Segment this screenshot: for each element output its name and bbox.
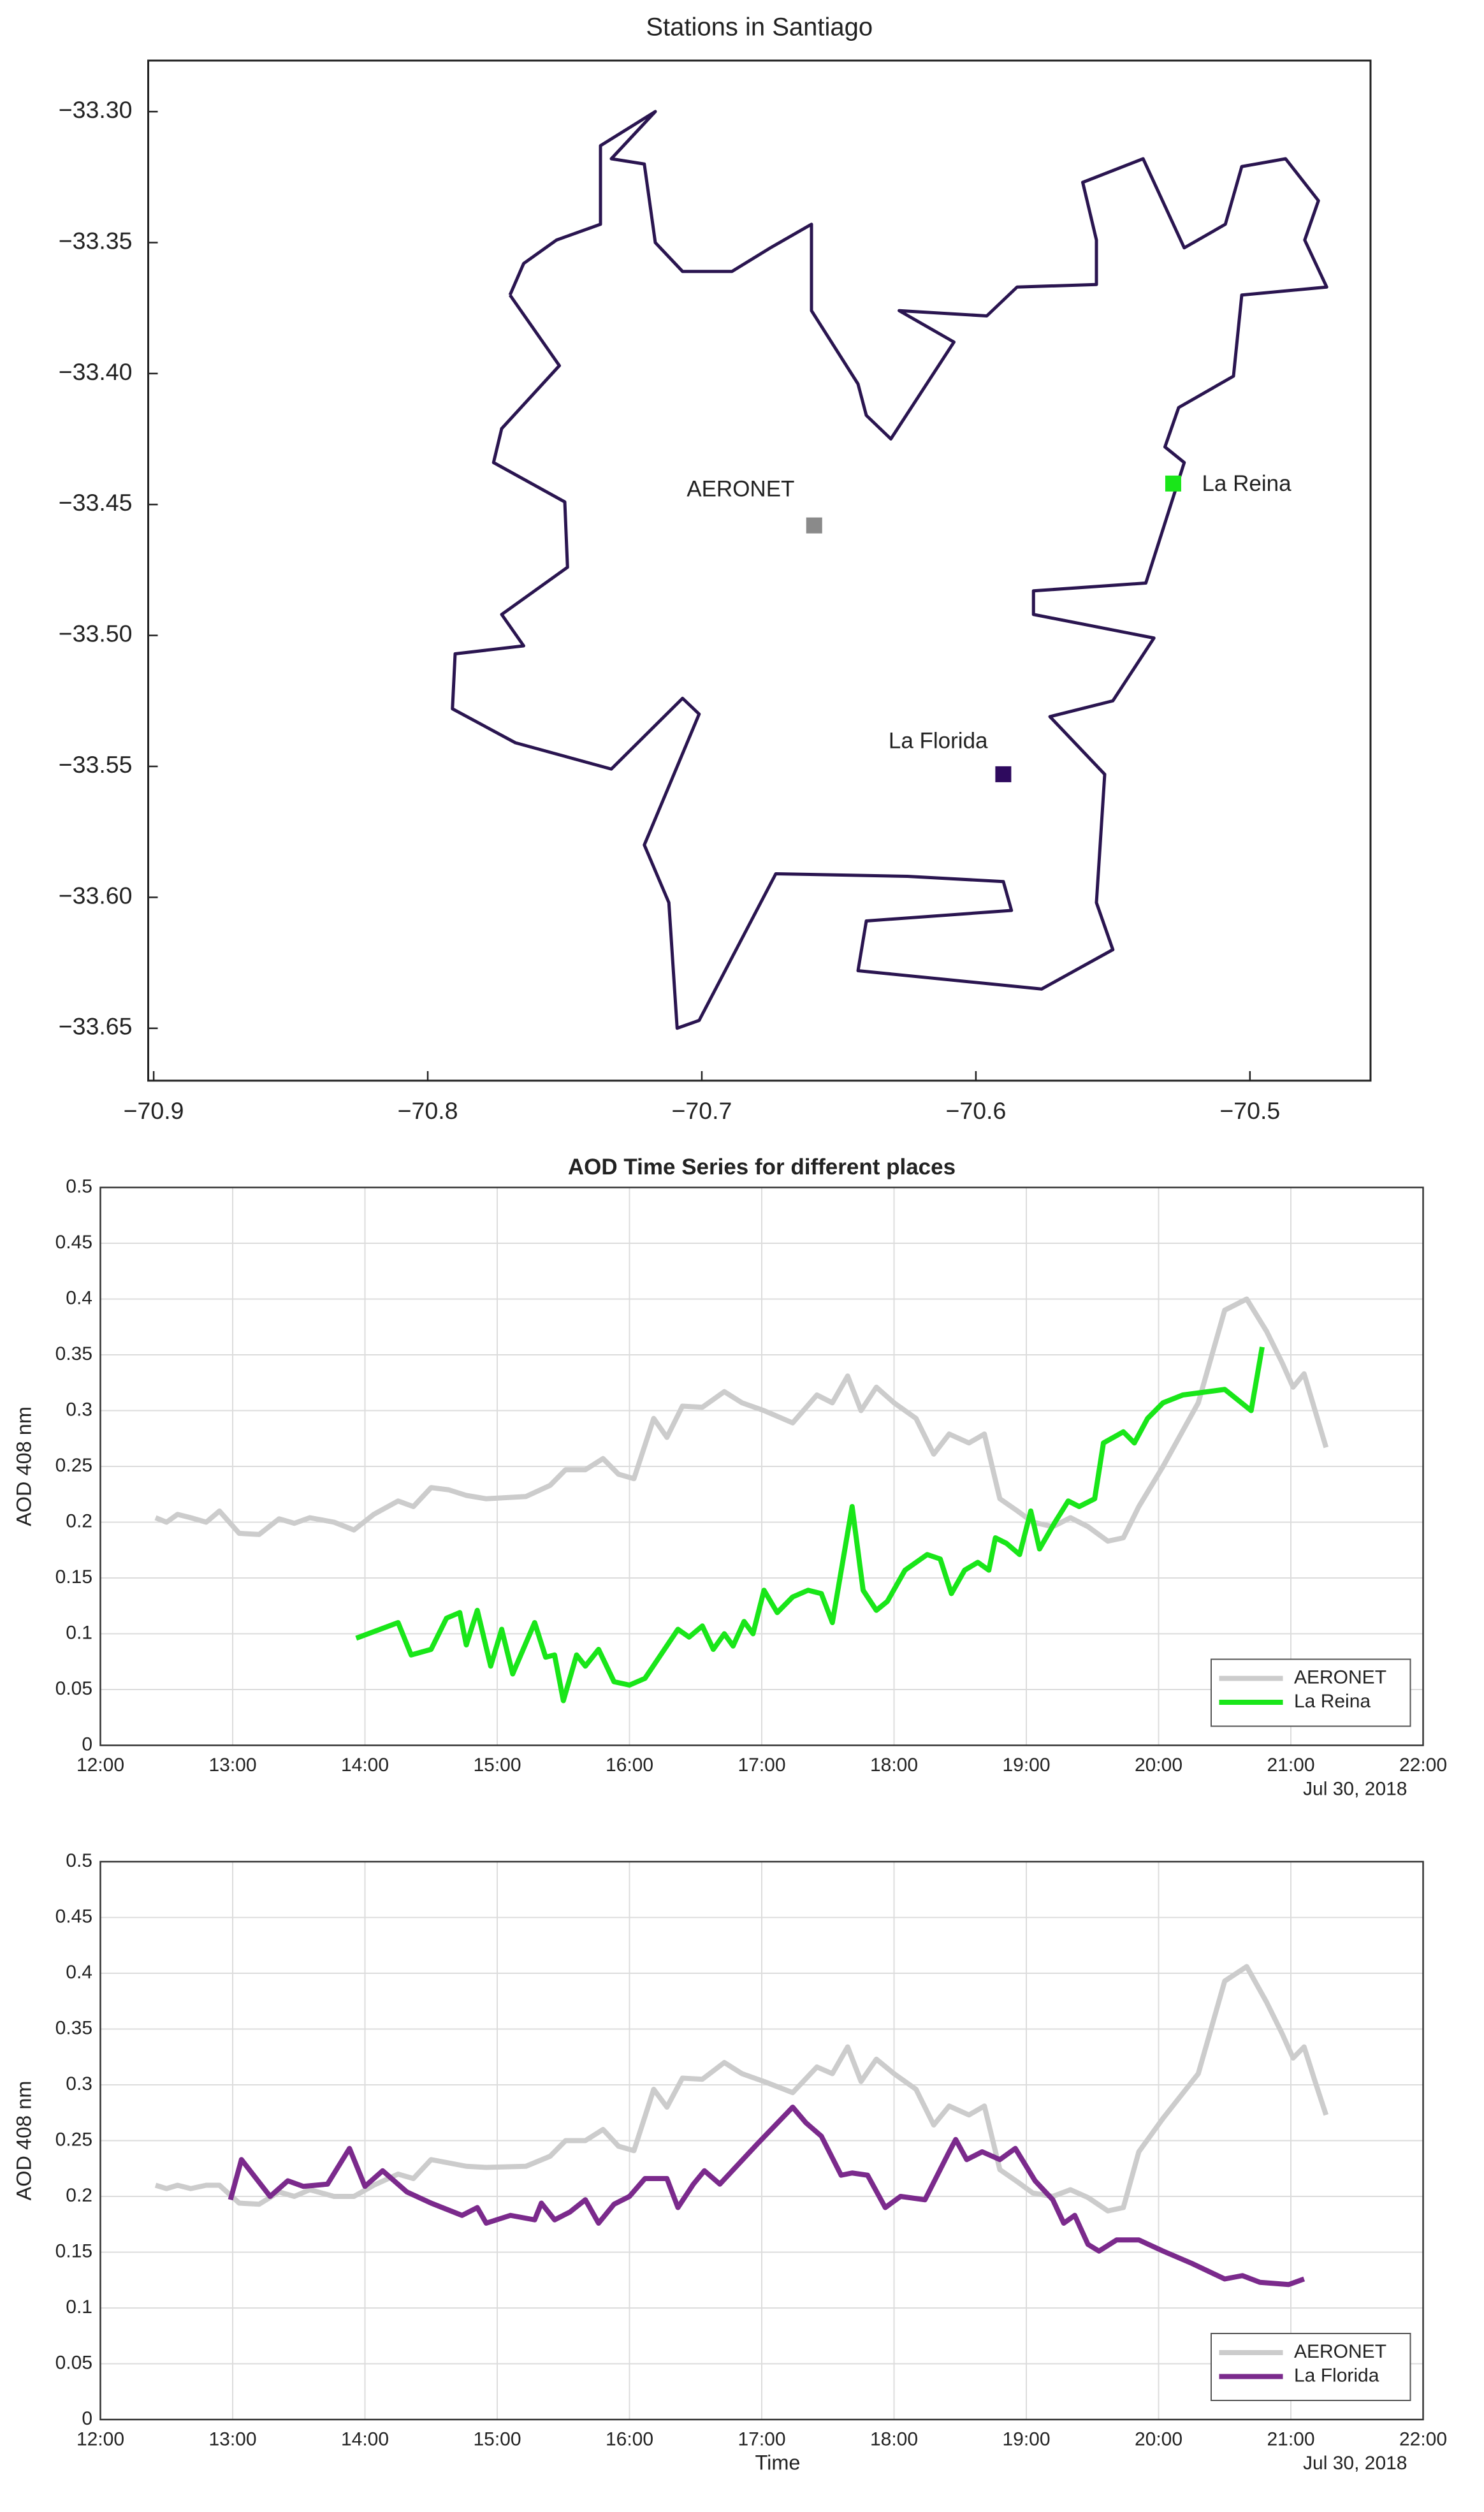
y-tick-label: 0.2 — [66, 2185, 92, 2206]
y-tick-label: 0.15 — [55, 1566, 92, 1588]
x-tick-label: 20:00 — [1135, 2428, 1182, 2450]
y-tick-label: 0 — [82, 2408, 92, 2429]
x-tick-label: 18:00 — [870, 2428, 918, 2450]
x-tick-label: 12:00 — [76, 1755, 124, 1776]
x-tick-label: −70.9 — [124, 1097, 184, 1124]
x-tick-label: −70.5 — [1219, 1097, 1280, 1124]
y-tick-label: 0.3 — [66, 2073, 92, 2094]
date-label: Jul 30, 2018 — [1303, 2453, 1407, 2474]
y-tick-label: 0.25 — [55, 1455, 92, 1476]
station-label: La Florida — [889, 729, 988, 754]
y-tick-label: 0.5 — [66, 1850, 92, 1871]
x-tick-label: 14:00 — [341, 2428, 389, 2450]
y-tick-label: 0.35 — [55, 2017, 92, 2038]
series-line — [154, 1296, 1329, 1544]
y-tick-label: −33.50 — [59, 620, 133, 647]
plot-frame — [99, 1187, 1424, 1746]
y-tick-label: 0.15 — [55, 2240, 92, 2261]
chart-title: Stations in Santiago — [646, 13, 873, 41]
x-tick-label: 17:00 — [738, 2428, 785, 2450]
series-line — [228, 2104, 1306, 2288]
station-marker — [806, 517, 822, 534]
legend-label: La Florida — [1294, 2365, 1379, 2386]
x-tick-label: 13:00 — [208, 1755, 256, 1776]
y-tick-label: 0 — [82, 1734, 92, 1755]
x-tick-label: 12:00 — [76, 2428, 124, 2450]
x-tick-label: 16:00 — [606, 1755, 653, 1776]
series-line — [355, 1347, 1265, 1704]
y-tick-label: −33.30 — [59, 96, 133, 123]
y-axis-label: AOD 408 nm — [13, 1406, 36, 1526]
y-tick-label: 0.05 — [55, 1678, 92, 1699]
y-tick-label: 0.25 — [55, 2129, 92, 2150]
station-marker — [995, 766, 1012, 782]
series-line — [154, 1964, 1329, 2214]
y-tick-label: 0.45 — [55, 1232, 92, 1253]
plot-frame — [99, 1860, 1424, 2421]
station-marker — [1165, 475, 1181, 492]
legend-box — [1210, 2332, 1411, 2401]
y-tick-label: −33.55 — [59, 751, 133, 778]
y-axis-label: AOD 408 nm — [13, 2081, 36, 2201]
x-tick-label: −70.7 — [672, 1097, 732, 1124]
x-tick-label: 20:00 — [1135, 1755, 1182, 1776]
y-tick-label: −33.65 — [59, 1013, 133, 1040]
station-label: AERONET — [687, 476, 794, 501]
y-tick-label: 0.1 — [66, 1622, 92, 1643]
y-tick-label: 0.5 — [66, 1176, 92, 1197]
y-tick-label: 0.45 — [55, 1906, 92, 1927]
x-tick-label: 15:00 — [473, 2428, 521, 2450]
x-tick-label: 16:00 — [606, 2428, 653, 2450]
y-tick-label: 0.3 — [66, 1399, 92, 1420]
y-tick-label: −33.35 — [59, 227, 133, 254]
x-tick-label: 14:00 — [341, 1755, 389, 1776]
y-tick-label: 0.4 — [66, 1287, 92, 1308]
x-tick-label: 22:00 — [1399, 1755, 1447, 1776]
x-tick-label: −70.6 — [945, 1097, 1006, 1124]
date-label: Jul 30, 2018 — [1303, 1778, 1407, 1799]
y-tick-label: 0.1 — [66, 2297, 92, 2318]
legend-label: AERONET — [1294, 2341, 1386, 2362]
station-label: La Reina — [1202, 471, 1291, 496]
legend-label: AERONET — [1294, 1667, 1386, 1688]
x-tick-label: −70.8 — [398, 1097, 458, 1124]
x-tick-label: 18:00 — [870, 1755, 918, 1776]
x-tick-label: 17:00 — [738, 1755, 785, 1776]
y-tick-label: 0.4 — [66, 1962, 92, 1983]
y-tick-label: 0.05 — [55, 2352, 92, 2373]
x-tick-label: 13:00 — [208, 2428, 256, 2450]
x-tick-label: 15:00 — [473, 1755, 521, 1776]
city-boundary — [451, 110, 1328, 1030]
x-tick-label: 21:00 — [1267, 2428, 1314, 2450]
chart-title: AOD Time Series for different places — [568, 1155, 956, 1179]
y-tick-label: −33.45 — [59, 489, 133, 516]
x-tick-label: 21:00 — [1267, 1755, 1314, 1776]
legend-label: La Reina — [1294, 1691, 1371, 1712]
y-tick-label: 0.2 — [66, 1510, 92, 1531]
plot-frame — [147, 59, 1372, 1082]
x-axis-label: Time — [755, 2451, 800, 2474]
x-tick-label: 19:00 — [1002, 1755, 1050, 1776]
x-tick-label: 22:00 — [1399, 2428, 1447, 2450]
y-tick-label: 0.35 — [55, 1343, 92, 1364]
y-tick-label: −33.40 — [59, 358, 133, 385]
legend-box — [1210, 1658, 1411, 1727]
x-tick-label: 19:00 — [1002, 2428, 1050, 2450]
y-tick-label: −33.60 — [59, 882, 133, 909]
